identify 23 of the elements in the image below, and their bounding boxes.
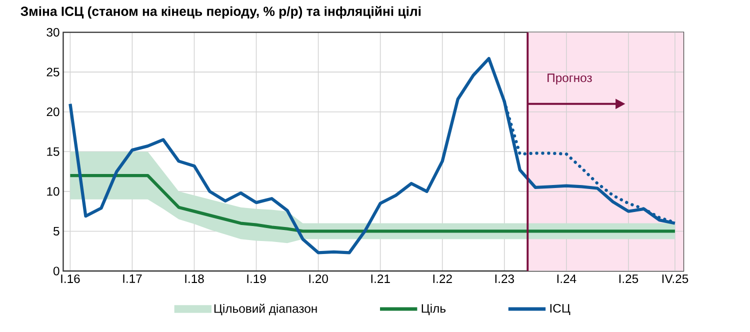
x-tick-label: I.25 <box>619 274 638 284</box>
y-tick-label: 0 <box>53 266 60 276</box>
x-tick-label: I.16 <box>61 274 80 284</box>
y-tick-label: 25 <box>46 68 60 77</box>
legend-label: ІСЦ <box>550 304 570 316</box>
x-tick-label: I.22 <box>433 274 452 284</box>
x-tick-label: IV.25 <box>662 274 688 284</box>
x-tick-label: I.19 <box>247 274 266 284</box>
x-tick-label: I.21 <box>371 274 390 284</box>
y-tick-label: 10 <box>47 187 60 196</box>
x-tick-label: I.20 <box>309 274 328 284</box>
x-tick-label: I.23 <box>495 274 514 284</box>
x-tick-label: I.24 <box>557 274 576 284</box>
y-tick-label: 20 <box>46 108 60 116</box>
legend-label: Цільовий діапазон <box>214 304 317 316</box>
annotation: Прогноз <box>548 74 592 85</box>
x-tick-label: I.18 <box>185 274 204 284</box>
y-tick-label: 30 <box>46 28 60 37</box>
y-tick-label: 5 <box>53 227 60 236</box>
legend-label: Ціль <box>422 304 446 316</box>
x-tick-label: I.17 <box>123 274 142 283</box>
chart-title: Зміна ІСЦ (станом на кінець періоду, % р/р) та інфляційні цілі <box>20 6 421 19</box>
y-tick-label: 15 <box>47 148 60 156</box>
